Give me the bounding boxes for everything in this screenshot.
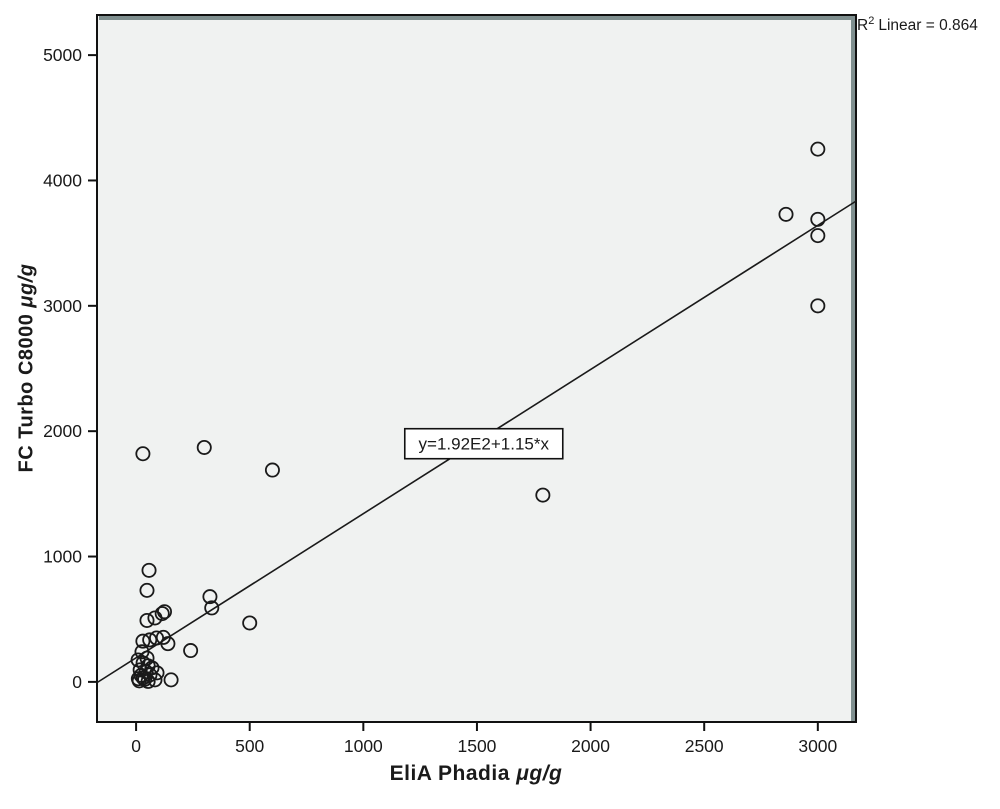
r-squared-label: R2 Linear = 0.864 [857,14,978,35]
data-point [202,589,218,605]
x-tick-label: 0 [131,736,141,756]
data-point [141,562,157,578]
data-point [135,633,151,649]
r-squared-value: Linear = 0.864 [878,17,978,34]
y-tick-label: 1000 [43,547,82,567]
data-point [810,298,826,314]
x-axis-title-text: EliA Phadia [389,762,517,785]
data-point [155,629,171,645]
data-point [163,672,179,688]
x-tick-label: 1500 [457,736,496,756]
y-tick-label: 0 [72,672,82,692]
data-point [147,672,163,688]
r-squared-base: R [857,17,869,34]
data-point [264,462,280,478]
data-point [133,667,149,683]
data-point [149,630,165,646]
data-point [535,487,551,503]
plot-area [96,14,857,723]
x-tick-label: 500 [235,736,264,756]
data-point [139,612,155,628]
data-point [135,446,151,462]
data-point [154,606,170,622]
data-point [778,206,794,222]
r-squared-sup: 2 [868,14,875,27]
data-point [147,610,163,626]
data-point [130,671,146,687]
x-axis-title: EliA Phadia μg/g [390,762,563,786]
y-axis-title-text: FC Turbo C8000 [15,307,38,473]
y-tick-label: 5000 [43,45,82,65]
y-tick-label: 2000 [43,421,82,441]
data-point [242,615,258,631]
data-point [810,228,826,244]
x-tick-label: 2000 [571,736,610,756]
data-point [139,582,155,598]
data-point [204,600,220,616]
y-tick-label: 3000 [43,296,82,316]
data-point [196,439,212,455]
y-tick-label: 4000 [43,170,82,190]
x-tick-label: 2500 [685,736,724,756]
equation-label-box [403,427,564,460]
y-axis-title-unit: μg/g [15,263,38,308]
data-point [810,211,826,227]
data-point [137,671,153,687]
equation-label: y=1.92E2+1.15*x [419,435,550,454]
x-tick-label: 3000 [798,736,837,756]
x-axis-title-unit: μg/g [516,762,563,785]
y-axis-title: FC Turbo C8000 μg/g [16,264,39,473]
x-tick-label: 1000 [344,736,383,756]
data-point [183,643,199,659]
data-point [810,141,826,157]
